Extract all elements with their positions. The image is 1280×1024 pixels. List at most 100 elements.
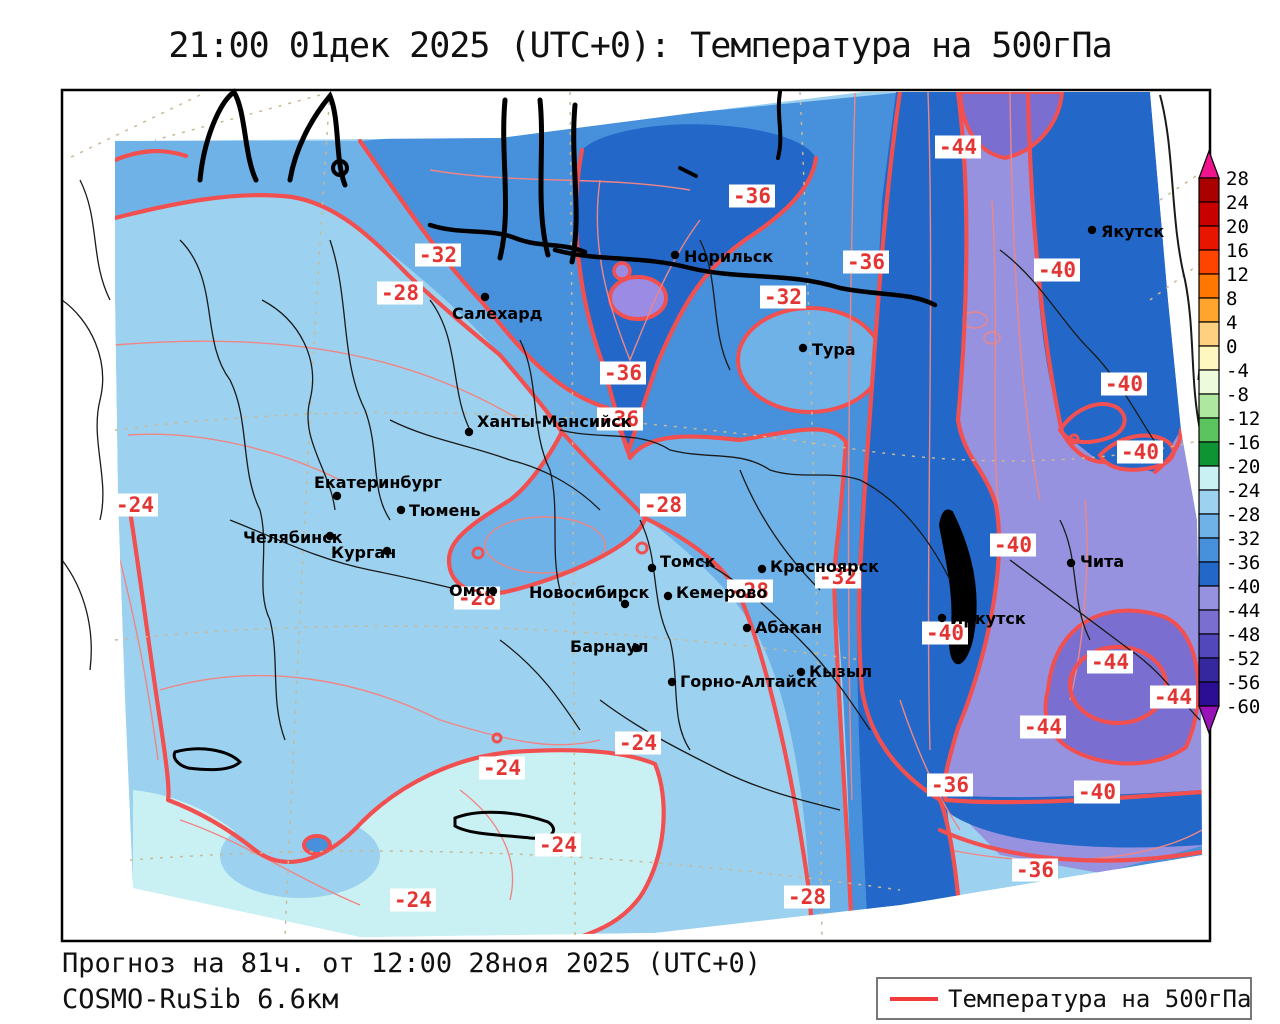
- contour-label-box: [1150, 685, 1196, 709]
- colorbar-tick-label: 16: [1226, 240, 1249, 262]
- colorbar-box: [1198, 345, 1220, 371]
- colorbar-tick-label: 24: [1226, 192, 1249, 214]
- contour-label-box: [600, 361, 646, 385]
- contour-label-box: [1020, 715, 1066, 739]
- city-label: Тюмень: [409, 501, 481, 520]
- city-label: Курган: [331, 543, 396, 562]
- contour-label-box: [784, 885, 830, 909]
- colorbar-box: [1198, 633, 1220, 659]
- contour-label-layer: -24-24-24-24-24-28-28-28 -28-28-32-32-32-…: [112, 135, 1196, 912]
- contour-label: -36: [1016, 858, 1054, 882]
- coastline-layer: [172, 88, 977, 840]
- contour-label: -40: [1078, 780, 1116, 804]
- colorbar-tick-label: -12: [1226, 408, 1260, 430]
- city-dot: [742, 623, 752, 633]
- colorbar-arrow-down: [1198, 705, 1220, 735]
- contour-label: -28: [644, 493, 682, 517]
- city-label: Челябинск: [243, 528, 343, 547]
- contour-label-box: [727, 579, 773, 603]
- city-label: Екатеринбург: [314, 473, 442, 492]
- contour-label: -40: [1038, 258, 1076, 282]
- colorbar-tick-label: -16: [1226, 432, 1260, 454]
- contour-label-box: [535, 833, 581, 857]
- colorbar-box: [1198, 609, 1220, 635]
- contour-label: -40: [1105, 372, 1143, 396]
- colorbar-tick-label: -36: [1226, 552, 1260, 574]
- city-dot: [937, 613, 947, 623]
- contour-label: -36: [847, 250, 885, 274]
- legend-line-sample: [890, 996, 938, 1001]
- city-label: Салехард: [452, 304, 543, 323]
- contour-label: -36: [604, 361, 642, 385]
- contour-label-box: [729, 184, 775, 208]
- colorbar-tick-label: -4: [1226, 360, 1249, 382]
- lake-balkhash: [172, 747, 243, 772]
- contour-label-box: [927, 773, 973, 797]
- colorbar-box: [1198, 657, 1220, 683]
- city-dot: [382, 546, 392, 556]
- city-label: Барнаул: [570, 637, 648, 656]
- contour-label: -44: [1154, 685, 1192, 709]
- contour-label-box: [760, 285, 806, 309]
- colorbar-box: [1198, 537, 1220, 563]
- contour-label: -36: [733, 184, 771, 208]
- contour-label: -28: [731, 579, 769, 603]
- contour-label-box: [990, 533, 1036, 557]
- city-dot: [667, 677, 677, 687]
- colorbar-box: [1198, 417, 1220, 443]
- contour-label: -32: [419, 243, 457, 267]
- colorbar-box: [1198, 225, 1220, 251]
- forecast-info-text: Прогноз на 81ч. от 12:00 28ноя 2025 (UTC…: [62, 948, 761, 979]
- city-dot: [325, 531, 335, 541]
- city-dot: [332, 491, 342, 501]
- contour-label-box: [1117, 440, 1163, 464]
- minor-contour-rings: [471, 433, 1080, 744]
- colorbar-tick-label: 12: [1226, 264, 1249, 286]
- colorbar-tick-label: -20: [1226, 456, 1260, 478]
- colorbar-box: [1198, 561, 1220, 587]
- contour-label-box: [1101, 372, 1147, 396]
- city-label: Чита: [1080, 552, 1124, 571]
- city-label: Кызыл: [809, 662, 872, 681]
- city-dot: [798, 343, 808, 353]
- city-label: Омск: [449, 581, 496, 600]
- contour-label: -28: [788, 885, 826, 909]
- city-dot: [1087, 225, 1097, 235]
- contour-label-box: [815, 565, 861, 589]
- contour-label: -36: [931, 773, 969, 797]
- page-title: 21:00 01дек 2025 (UTC+0): Температура на…: [168, 26, 1112, 66]
- colorbar-tick-label: -44: [1226, 600, 1260, 622]
- city-dot: [796, 667, 806, 677]
- city-label: Кемерово: [676, 583, 767, 602]
- contour-label: -24: [394, 888, 432, 912]
- city-dot: [464, 427, 474, 437]
- city-label: Тура: [812, 340, 856, 359]
- city-label: Горно-Алтайск: [680, 672, 817, 691]
- colorbar-box: [1198, 201, 1220, 227]
- contour-label: -32: [764, 285, 802, 309]
- legend-box: Температура на 500гПа: [876, 977, 1252, 1020]
- colorbar-tick-label: -40: [1226, 576, 1260, 598]
- contour-label-box: [1012, 858, 1058, 882]
- city-dot: [631, 643, 641, 653]
- colorbar-tick-label: -24: [1226, 480, 1260, 502]
- colorbar-box: [1198, 393, 1220, 419]
- legend-label: Температура на 500гПа: [948, 984, 1252, 1013]
- colorbar-tick-label: 28: [1226, 168, 1249, 190]
- contour-label-box: [597, 407, 643, 431]
- city-dot: [647, 563, 657, 573]
- city-marker-layer: Норильск Салехард Тура Якутск Ханты-Мансийск…: [243, 222, 1164, 691]
- colorbar-box: [1198, 585, 1220, 611]
- contour-label: -44: [1091, 650, 1129, 674]
- colorbar-box: [1198, 513, 1220, 539]
- city-label: Красноярск: [770, 557, 879, 576]
- contour-label-box: [1074, 780, 1120, 804]
- contour-label-box: [390, 888, 436, 912]
- contour-label: -28: [381, 281, 419, 305]
- contour-label-box: [415, 243, 461, 267]
- city-dot: [670, 250, 680, 260]
- city-label: Ханты-Мансийск: [477, 412, 632, 431]
- colorbar-box: [1198, 177, 1220, 203]
- city-dot: [757, 564, 767, 574]
